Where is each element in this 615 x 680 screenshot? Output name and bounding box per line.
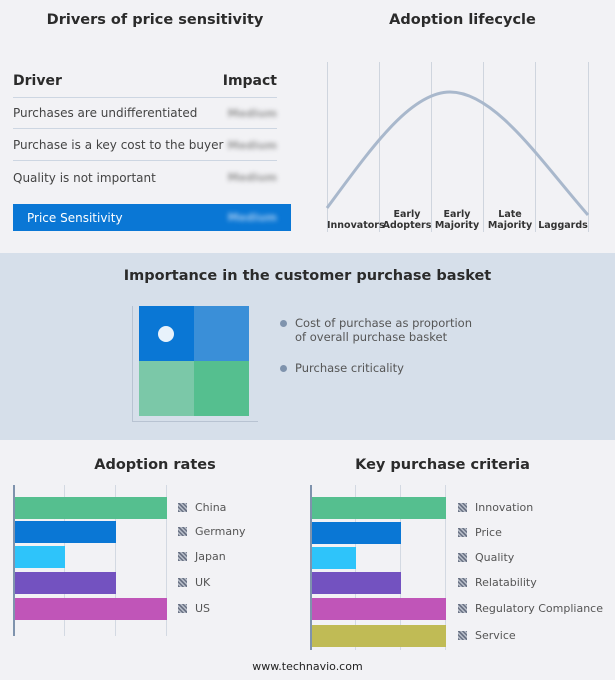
legend-swatch-icon: [178, 552, 187, 561]
axis-y: [13, 485, 15, 636]
drivers-title: Drivers of price sensitivity: [46, 12, 264, 28]
bar-quality: [311, 547, 356, 569]
basket-title: Importance in the customer purchase bask…: [123, 268, 492, 284]
legend-label: Innovation: [475, 501, 534, 514]
kpc-title: Key purchase criteria: [355, 457, 530, 473]
driver-row: Purchase is a key cost to the buyer Mediu…: [13, 130, 277, 161]
legend-item: Relatability: [458, 576, 537, 589]
legend-swatch-icon: [458, 528, 467, 537]
legend-label: Quality: [475, 551, 515, 564]
legend-label: US: [195, 602, 211, 615]
lifecycle-title: Adoption lifecycle: [389, 12, 536, 28]
lifecycle-curve: [325, 90, 590, 216]
legend-label: UK: [195, 576, 211, 589]
driver-col-header: Driver: [13, 72, 62, 89]
impact-value: Medium: [227, 138, 277, 152]
legend-swatch-icon: [458, 578, 467, 587]
legend-label: Germany: [195, 525, 246, 538]
legend-swatch-icon: [178, 604, 187, 613]
price-sensitivity-summary: Price Sensitivity Medium: [13, 204, 291, 231]
legend-label: Cost of purchase as proportion of overal…: [295, 316, 473, 344]
legend-swatch-icon: [458, 631, 467, 640]
legend-swatch-icon: [458, 553, 467, 562]
legend-item: Price: [458, 526, 502, 539]
impact-value: Medium: [227, 106, 277, 120]
legend-swatch-icon: [178, 527, 187, 536]
bar-uk: [14, 572, 116, 594]
basket-axis-y: [132, 306, 133, 422]
legend-swatch-icon: [458, 503, 467, 512]
quadrant: [194, 306, 249, 361]
driver-label: Purchase is a key cost to the buyer: [13, 138, 224, 152]
axis-y: [310, 485, 312, 650]
quadrant: [194, 361, 249, 416]
adoption-rates-title: Adoption rates: [94, 457, 216, 473]
bar-price: [311, 522, 401, 544]
legend-swatch-icon: [178, 503, 187, 512]
driver-row: Quality is not important Medium: [13, 162, 277, 193]
legend-label: Price: [475, 526, 502, 539]
basket-section: [0, 253, 615, 440]
stage-label: Innovators: [327, 220, 385, 231]
bar-germany: [14, 521, 116, 543]
legend-swatch-icon: [458, 604, 467, 613]
gridline: [115, 485, 116, 636]
legend-item: Quality: [458, 551, 514, 564]
stage-label: Laggards: [538, 220, 588, 231]
footer-url: www.technavio.com: [252, 660, 363, 673]
basket-axis-x: [132, 421, 258, 422]
gridline: [166, 485, 167, 636]
bar-china: [14, 497, 167, 519]
quadrant: [139, 361, 194, 416]
legend-label: Relatability: [475, 576, 537, 589]
legend-item: Germany: [178, 525, 246, 538]
bar-us: [14, 598, 167, 620]
driver-label: Quality is not important: [13, 170, 156, 185]
basket-legend-item: Purchase criticality: [280, 361, 404, 375]
stage-label: Early Majority: [434, 209, 480, 231]
summary-impact: Medium: [227, 211, 277, 224]
legend-swatch-icon: [178, 578, 187, 587]
drivers-header: Driver Impact: [13, 64, 277, 98]
bar-service: [311, 625, 446, 647]
legend-label: Service: [475, 629, 516, 642]
bar-relatability: [311, 572, 401, 594]
legend-item: China: [178, 501, 226, 514]
legend-label: Regulatory Compliance: [475, 602, 603, 615]
legend-label: China: [195, 501, 227, 514]
legend-item: UK: [178, 576, 210, 589]
legend-label: Purchase criticality: [295, 361, 404, 375]
legend-item: Regulatory Compliance: [458, 602, 603, 615]
impact-col-header: Impact: [222, 72, 277, 89]
stage-label: Late Majority: [487, 209, 533, 231]
legend-item: Japan: [178, 550, 226, 563]
driver-row: Purchases are undifferentiated Medium: [13, 98, 277, 129]
impact-value: Medium: [227, 171, 277, 184]
basket-legend-item: Cost of purchase as proportion of overal…: [280, 316, 480, 344]
stage-label: Early Adopters: [382, 209, 432, 231]
bar-regulatory-compliance: [311, 598, 446, 620]
legend-label: Japan: [195, 550, 226, 563]
legend-item: Service: [458, 629, 516, 642]
bar-innovation: [311, 497, 446, 519]
summary-label: Price Sensitivity: [27, 210, 123, 225]
bar-japan: [14, 546, 65, 568]
gridline: [400, 485, 401, 650]
gridline: [445, 485, 446, 650]
legend-item: US: [178, 602, 210, 615]
position-marker: [158, 326, 174, 342]
legend-item: Innovation: [458, 501, 533, 514]
driver-label: Purchases are undifferentiated: [13, 106, 198, 120]
